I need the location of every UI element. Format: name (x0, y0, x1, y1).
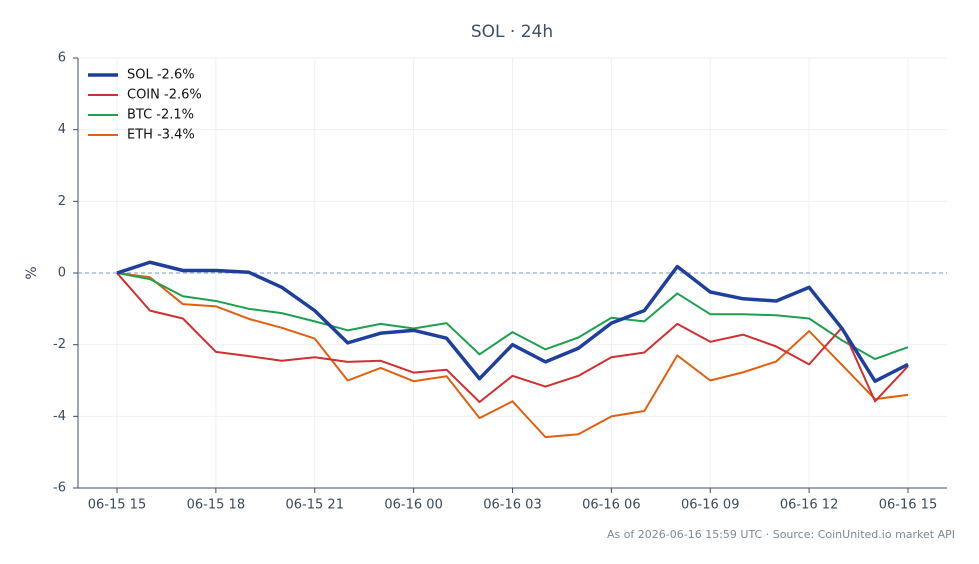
y-tick-label: 0 (58, 266, 66, 281)
y-tick-label: 4 (58, 122, 66, 137)
legend-label: BTC -2.1% (127, 108, 194, 123)
x-tick-label: 06-16 03 (483, 498, 541, 513)
x-tick-label: 06-15 21 (286, 498, 344, 513)
series-line (116, 272, 909, 360)
x-tick-label: 06-15 18 (187, 498, 245, 513)
y-axis-label: % (24, 266, 40, 279)
y-tick-label: -6 (53, 481, 66, 496)
y-tick-label: -4 (53, 409, 66, 424)
legend-label: ETH -3.4% (127, 128, 195, 143)
y-tick-label: 2 (58, 194, 66, 209)
x-tick-label: 06-15 15 (88, 498, 146, 513)
series-line (116, 272, 909, 439)
chart-title: SOL · 24h (471, 22, 553, 42)
x-tick-label: 06-16 12 (780, 498, 838, 513)
y-tick-label: 6 (58, 51, 66, 66)
legend-label: SOL -2.6% (127, 68, 195, 83)
series-line (116, 272, 909, 403)
x-tick-label: 06-16 06 (582, 498, 640, 513)
y-tick-label: -2 (53, 337, 66, 352)
x-tick-label: 06-16 15 (879, 498, 937, 513)
x-tick-label: 06-16 09 (681, 498, 739, 513)
footer: As of 2026-06-16 15:59 UTC · Source: Coi… (607, 528, 955, 541)
x-tick-label: 06-16 00 (384, 498, 442, 513)
series-line (116, 260, 909, 383)
legend-label: COIN -2.6% (127, 88, 202, 103)
